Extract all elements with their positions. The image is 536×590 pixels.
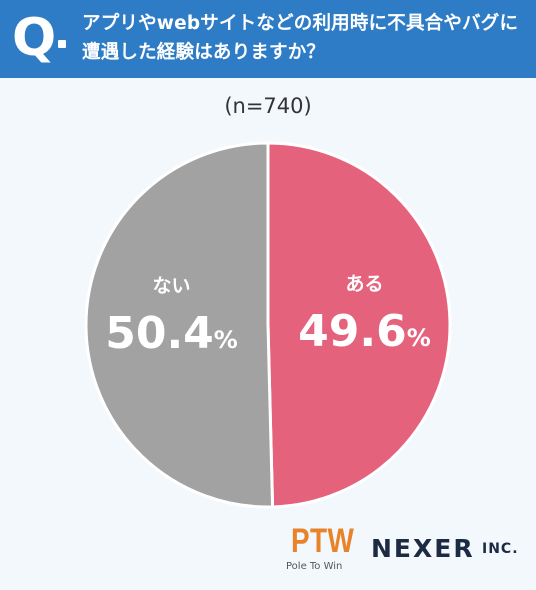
ptw-logo-subtitle: Pole To Win: [286, 561, 343, 572]
nexer-logo: NEXER: [371, 534, 475, 563]
pie-slice-value-0: 49.6%: [298, 306, 431, 357]
nexer-logo-inc: INC.: [482, 541, 519, 557]
pie-slice-label-1: ない: [153, 275, 191, 297]
question-text: アプリやwebサイトなどの利用時に不具合やバグに遭遇した経験はありますか？: [82, 13, 519, 63]
pie-slice-0: [266, 141, 452, 509]
question-mark-dot: [58, 40, 66, 48]
sample-size-label: (n=740): [224, 94, 312, 118]
ptw-logo: PTW: [291, 522, 355, 560]
pie-slice-1: [84, 141, 275, 509]
pie-slice-label-0: ある: [345, 273, 383, 295]
question-mark: Q: [12, 8, 57, 68]
pie-slice-value-1: 50.4%: [105, 308, 238, 359]
question-header: Q アプリやwebサイトなどの利用時に不具合やバグに遭遇した経験はありますか？: [0, 0, 536, 78]
